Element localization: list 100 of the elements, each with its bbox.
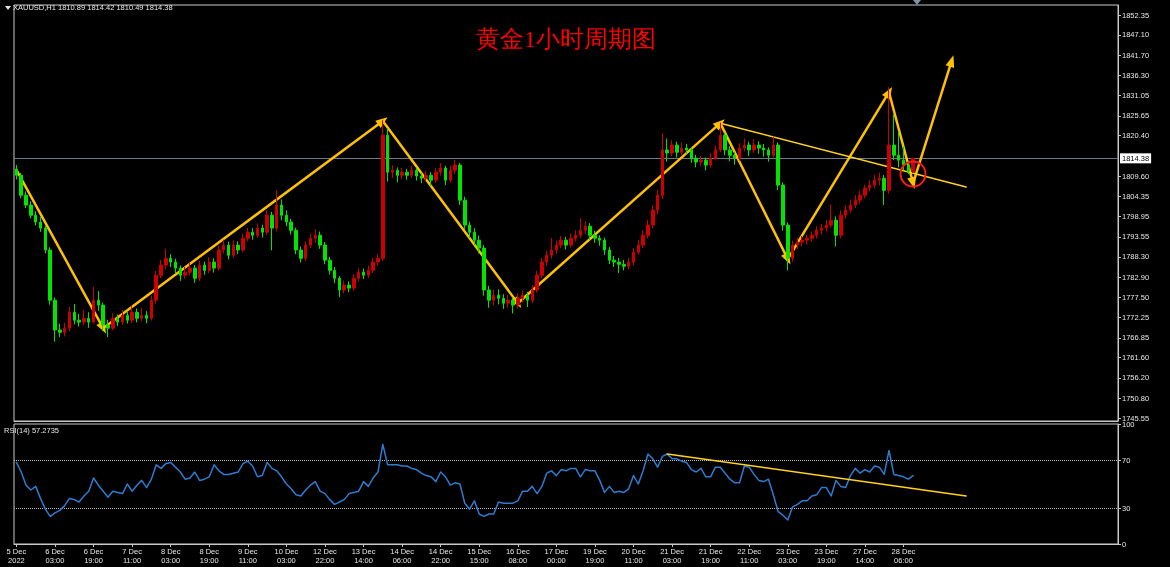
candlestick xyxy=(265,209,269,236)
candlestick xyxy=(579,217,582,239)
candlestick xyxy=(391,164,394,179)
candlestick xyxy=(140,307,143,322)
candlestick xyxy=(699,155,703,167)
candlestick xyxy=(208,256,211,274)
candlestick xyxy=(564,236,568,251)
candlestick xyxy=(497,288,500,305)
candlestick xyxy=(304,240,307,262)
candlestick xyxy=(280,198,283,221)
candlestick xyxy=(275,189,278,232)
candlestick xyxy=(63,322,66,337)
candlestick xyxy=(410,165,413,179)
candlestick xyxy=(420,172,423,184)
candlestick xyxy=(878,172,881,186)
candlestick xyxy=(685,143,688,155)
candlestick xyxy=(767,146,770,163)
candlestick xyxy=(126,310,129,325)
candlestick xyxy=(92,286,95,325)
candlestick xyxy=(236,240,240,255)
candlestick xyxy=(743,138,746,152)
candlestick xyxy=(342,280,346,294)
candlestick xyxy=(757,140,761,155)
candlestick xyxy=(193,264,197,284)
candlestick xyxy=(116,314,119,327)
candlestick xyxy=(347,280,351,293)
candlestick xyxy=(873,174,876,189)
candlestick xyxy=(203,261,206,276)
candlestick xyxy=(130,305,134,324)
candlestick xyxy=(68,306,71,332)
text: 黄金1小时周期图 xyxy=(476,26,656,52)
candlestick xyxy=(314,228,317,244)
candlestick xyxy=(145,310,148,324)
candlestick xyxy=(680,141,683,156)
candlestick xyxy=(849,199,852,214)
candlestick xyxy=(670,139,674,157)
candlestick xyxy=(424,170,428,182)
candlestick xyxy=(444,165,447,186)
candlestick xyxy=(502,293,505,310)
candlestick xyxy=(198,260,201,282)
candlestick xyxy=(882,174,886,206)
candlestick xyxy=(174,258,177,274)
point xyxy=(375,117,388,129)
candlestick xyxy=(121,309,124,326)
candlestick xyxy=(227,241,230,260)
candlestick xyxy=(39,216,42,233)
candlestick xyxy=(719,122,722,153)
candlestick xyxy=(309,233,312,249)
candlestick xyxy=(251,227,254,241)
candlestick xyxy=(386,127,389,183)
candlestick xyxy=(569,232,573,248)
candlestick xyxy=(212,257,216,274)
candlestick xyxy=(135,308,139,323)
candlestick xyxy=(492,289,495,306)
candlestick xyxy=(511,296,515,314)
candlestick xyxy=(675,141,679,159)
candlestick xyxy=(661,132,664,200)
candlestick xyxy=(704,157,708,171)
candlestick xyxy=(396,166,399,183)
candlestick xyxy=(820,223,823,236)
candlestick xyxy=(111,312,115,331)
candlestick xyxy=(362,267,365,280)
candlestick xyxy=(709,152,712,169)
candlestick xyxy=(714,144,717,162)
candlestick xyxy=(400,167,404,180)
candlestick xyxy=(506,294,510,308)
candlestick xyxy=(665,138,669,163)
candlestick xyxy=(217,244,221,272)
line-series xyxy=(15,443,914,521)
candlestick xyxy=(270,211,274,251)
candlestick xyxy=(434,167,438,184)
candlestick xyxy=(87,311,90,329)
candlestick xyxy=(834,215,838,248)
candlestick xyxy=(902,146,905,171)
candlestick xyxy=(516,292,520,310)
candlestick xyxy=(603,237,606,256)
candlestick xyxy=(738,142,741,162)
candlestick xyxy=(839,209,843,239)
candlestick xyxy=(415,167,418,182)
candlestick xyxy=(179,264,182,282)
candlestick xyxy=(169,253,172,268)
candlestick xyxy=(526,291,529,308)
candlestick xyxy=(747,141,751,157)
candlestick xyxy=(429,171,433,187)
candlestick xyxy=(256,222,259,239)
candlestick xyxy=(82,309,86,326)
candlestick xyxy=(232,240,235,259)
candlestick xyxy=(632,247,635,266)
candlestick xyxy=(887,86,891,195)
candlestick xyxy=(772,136,775,159)
candlestick xyxy=(791,240,794,263)
candlestick xyxy=(261,224,264,239)
candlestick xyxy=(584,221,587,235)
candlestick xyxy=(550,237,553,260)
candlestick xyxy=(627,257,630,271)
candlestick xyxy=(338,275,341,298)
candlestick xyxy=(907,160,910,175)
candlestick xyxy=(752,138,756,154)
candlestick xyxy=(829,203,833,229)
candlestick xyxy=(405,168,409,181)
